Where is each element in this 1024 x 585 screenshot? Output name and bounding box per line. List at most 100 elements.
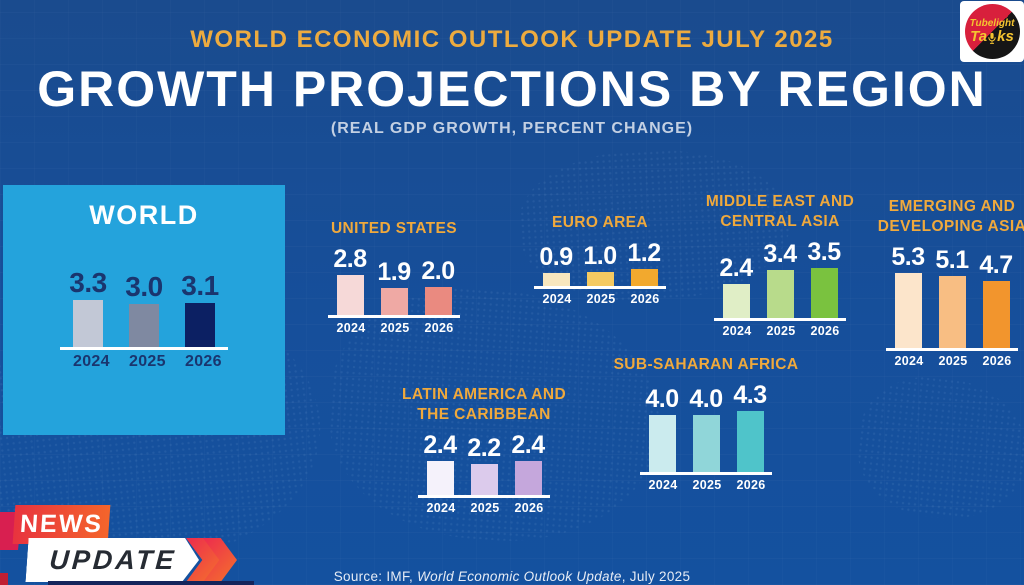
bar-2025 <box>586 272 614 287</box>
logo-text-ks: ks <box>997 28 1014 46</box>
baseline-axis <box>886 348 1018 352</box>
bar-2025 <box>380 288 408 316</box>
bar-column-2026: 4.7 <box>979 253 1013 349</box>
chart-emerging-developing-asia: EMERGING AND DEVELOPING ASIA 5.3 5.1 4.7 2024… <box>878 197 1024 368</box>
value-label: 3.0 <box>125 271 163 302</box>
bar-2024 <box>648 415 676 473</box>
value-label: 2.8 <box>333 245 367 274</box>
bar-2024 <box>894 273 922 349</box>
bar-column-2025: 3.0 <box>125 273 163 347</box>
baseline-axis <box>418 495 550 499</box>
year-labels: 2024 2025 2026 <box>542 292 660 307</box>
year-label: 2024 <box>722 324 752 339</box>
value-label: 0.9 <box>539 243 573 272</box>
value-label: 1.2 <box>627 239 661 268</box>
bar-column-2026: 4.3 <box>733 383 767 473</box>
page-subtitle: (REAL GDP GROWTH, PERCENT CHANGE) <box>330 120 694 137</box>
bar-2024 <box>336 275 364 316</box>
bar-column-2024: 0.9 <box>539 245 573 287</box>
year-labels: 2024 2025 2026 <box>336 321 454 336</box>
year-label: 2025 <box>692 478 722 493</box>
bar-2024 <box>722 284 750 319</box>
tubelight-talks-logo: Tubelight Ta ks <box>960 1 1024 62</box>
chart-title: MIDDLE EAST AND CENTRAL ASIA <box>705 193 855 231</box>
bars-group: 2.4 3.4 3.5 <box>719 240 841 319</box>
bar-column-2024: 2.8 <box>333 247 367 316</box>
report-kicker: WORLD ECONOMIC OUTLOOK UPDATE JULY 2025 <box>190 26 834 53</box>
year-label: 2025 <box>380 321 410 336</box>
bar-2025 <box>692 415 720 473</box>
world-panel: WORLD 3.3 3.0 3.1 2024 2025 2026 <box>3 185 285 435</box>
bar-column-2025: 1.0 <box>583 244 617 287</box>
badge-shadow <box>48 581 254 585</box>
bar-column-2024: 4.0 <box>645 387 679 473</box>
bar-2026 <box>630 269 658 287</box>
year-label: 2024 <box>894 354 924 369</box>
bar-2025 <box>129 304 159 347</box>
chart-middle-east-central-asia: MIDDLE EAST AND CENTRAL ASIA 2.4 3.4 3.5 2024… <box>706 192 854 338</box>
year-labels: 2024 2025 2026 <box>426 501 544 516</box>
bars-group: 2.8 1.9 2.0 <box>333 247 455 316</box>
bar-column-2025: 1.9 <box>377 260 411 316</box>
bar-2026 <box>736 411 764 473</box>
value-label: 4.0 <box>645 385 679 414</box>
value-label: 3.1 <box>181 270 219 301</box>
bar-column-2026: 2.0 <box>421 259 455 316</box>
microphone-icon <box>988 32 996 44</box>
page-title: GROWTH PROJECTIONS BY REGION <box>37 61 987 117</box>
logo-text-line2: Ta ks <box>970 29 1014 45</box>
chart-euro-area: EURO AREA 0.9 1.0 1.2 2024 2025 2026 <box>530 213 670 306</box>
bar-column-2024: 3.3 <box>69 269 107 347</box>
bar-2024 <box>73 300 103 347</box>
chart-sub-saharan-africa: SUB-SAHARAN AFRICA 4.0 4.0 4.3 2024 2025 2026 <box>614 355 798 493</box>
logo-text-ta: Ta <box>970 28 988 46</box>
year-label: 2024 <box>336 321 366 336</box>
bars-group: 3.3 3.0 3.1 <box>69 269 219 347</box>
baseline-axis <box>534 286 666 290</box>
year-label: 2024 <box>73 353 110 370</box>
bars-group: 0.9 1.0 1.2 <box>539 239 661 287</box>
bar-2026 <box>982 281 1010 349</box>
source-title-italic: World Economic Outlook Update <box>417 569 622 584</box>
baseline-axis <box>328 315 460 319</box>
bar-column-2024: 5.3 <box>891 245 925 349</box>
chart-world: 3.3 3.0 3.1 2024 2025 2026 <box>40 269 248 371</box>
bar-2024 <box>542 273 570 287</box>
bar-2026 <box>810 268 838 319</box>
year-label: 2025 <box>129 353 166 370</box>
bar-2024 <box>426 461 454 496</box>
bar-column-2026: 3.1 <box>181 272 219 347</box>
year-label: 2025 <box>586 292 616 307</box>
news-update-badge: NEWS UPDATE <box>0 502 240 585</box>
corner-accent <box>0 573 8 585</box>
year-label: 2026 <box>630 292 660 307</box>
bar-column-2024: 2.4 <box>719 256 753 319</box>
value-label: 2.0 <box>421 257 455 286</box>
bar-column-2024: 2.4 <box>423 433 457 496</box>
logo-text-line1: Tubelight <box>969 18 1015 30</box>
year-label: 2024 <box>426 501 456 516</box>
year-label: 2025 <box>470 501 500 516</box>
baseline-axis <box>640 472 772 476</box>
year-label: 2026 <box>736 478 766 493</box>
bar-2025 <box>766 270 794 319</box>
bars-group: 4.0 4.0 4.3 <box>645 383 767 473</box>
bars-group: 5.3 5.1 4.7 <box>891 245 1013 349</box>
bar-column-2025: 2.2 <box>467 436 501 496</box>
value-label: 2.4 <box>719 254 753 283</box>
chart-title: EMERGING AND DEVELOPING ASIA <box>877 198 1024 236</box>
year-label: 2026 <box>424 321 454 336</box>
year-label: 2026 <box>514 501 544 516</box>
bar-2026 <box>185 303 215 347</box>
chart-title: SUB-SAHARAN AFRICA <box>613 356 799 373</box>
value-label: 2.4 <box>511 431 545 460</box>
year-labels: 2024 2025 2026 <box>649 478 766 493</box>
bar-column-2026: 2.4 <box>511 433 545 496</box>
value-label: 5.3 <box>891 243 925 272</box>
source-prefix: Source: IMF, <box>333 569 418 584</box>
source-suffix: , July 2025 <box>621 569 691 584</box>
year-labels: 2024 2025 2026 <box>722 324 840 339</box>
bar-column-2025: 3.4 <box>763 242 797 319</box>
year-label: 2024 <box>542 292 572 307</box>
year-label: 2025 <box>766 324 796 339</box>
